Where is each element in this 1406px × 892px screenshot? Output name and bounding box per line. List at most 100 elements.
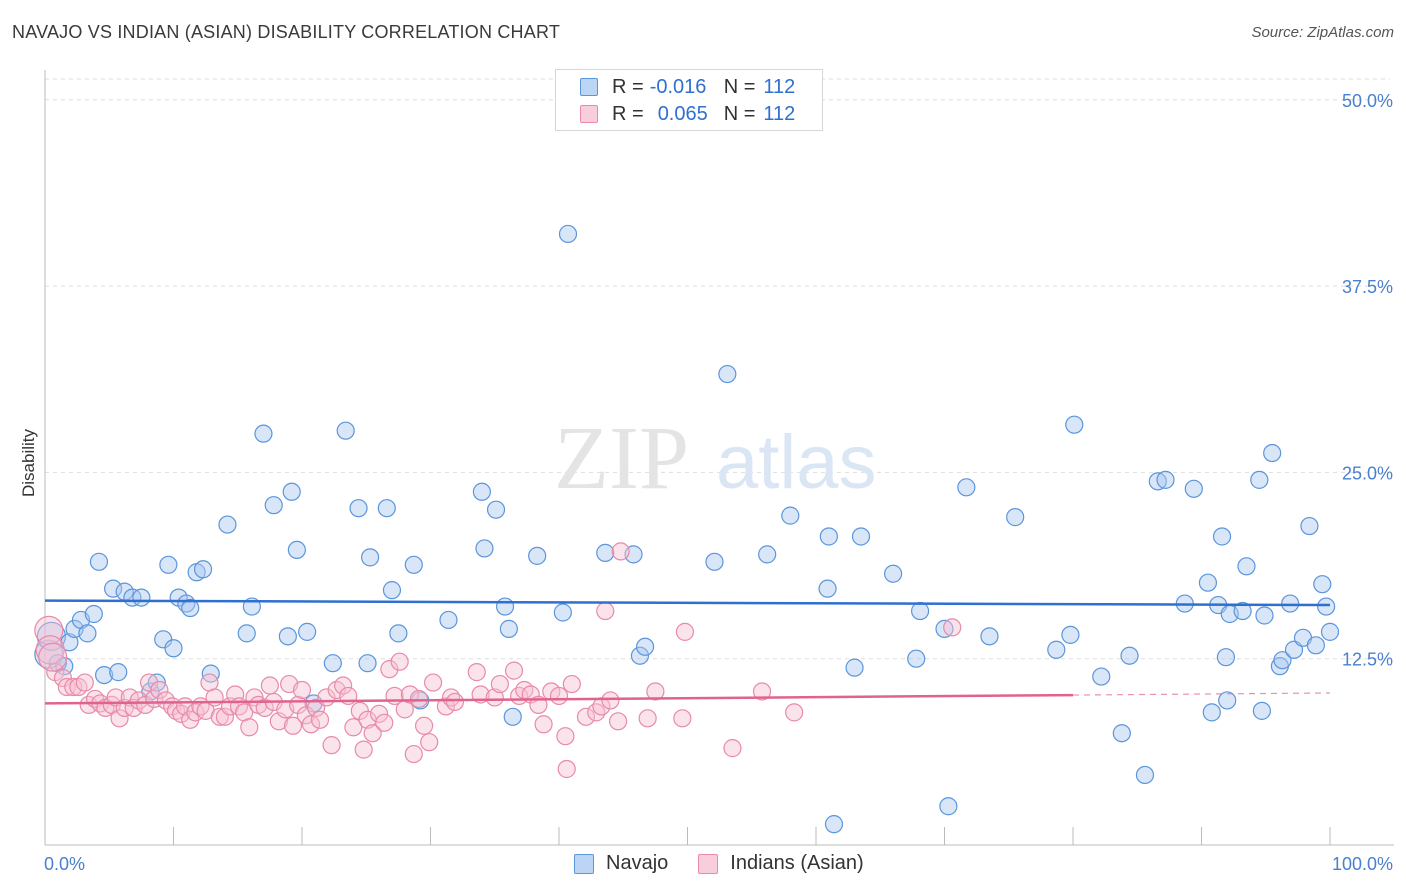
navajo-point bbox=[475, 539, 494, 558]
legend-n-label: N = bbox=[723, 102, 756, 125]
watermark-zip: ZIP bbox=[554, 409, 689, 508]
indian-point bbox=[215, 707, 234, 726]
indian-point bbox=[344, 718, 363, 737]
indian-point bbox=[534, 715, 553, 734]
navajo-point bbox=[361, 548, 380, 567]
indian-point bbox=[400, 685, 420, 704]
navajo-point bbox=[486, 500, 506, 519]
series-legend: Navajo Indians (Asian) bbox=[574, 852, 894, 875]
navajo-point bbox=[495, 597, 515, 616]
indian-point bbox=[609, 712, 628, 731]
navajo-point bbox=[193, 560, 213, 579]
indian-point bbox=[504, 661, 524, 680]
navajo-point bbox=[1218, 691, 1237, 710]
navajo-point bbox=[1300, 516, 1319, 536]
indian-point bbox=[943, 618, 962, 637]
indian-point bbox=[136, 695, 155, 715]
legend-label-indian: Indians (Asian) bbox=[730, 852, 864, 874]
navajo-point bbox=[1237, 557, 1256, 576]
indian-point bbox=[283, 716, 303, 735]
navajo-point bbox=[1065, 415, 1084, 434]
chart-source: Source: ZipAtlas.com bbox=[1251, 24, 1394, 41]
legend-item-indian[interactable]: Indians (Asian) bbox=[698, 852, 864, 875]
indian-point bbox=[785, 703, 804, 722]
navajo-point bbox=[1255, 606, 1274, 625]
navajo-point bbox=[1216, 648, 1236, 667]
navajo-point bbox=[630, 646, 650, 665]
navajo-point bbox=[558, 224, 578, 244]
indian-point bbox=[601, 691, 620, 710]
navajo-point bbox=[1233, 601, 1252, 621]
navajo-point bbox=[939, 797, 958, 816]
indian-point bbox=[404, 744, 423, 764]
navajo-point bbox=[298, 622, 317, 641]
indian-swatch-icon bbox=[580, 105, 598, 123]
navajo-point bbox=[389, 624, 408, 643]
indian-point bbox=[334, 676, 353, 695]
indian-point bbox=[301, 715, 321, 734]
navajo-point bbox=[472, 482, 491, 501]
navajo-point bbox=[1212, 527, 1232, 546]
navajo-point bbox=[181, 598, 200, 618]
indian-point bbox=[354, 740, 373, 759]
indian-point bbox=[240, 718, 259, 737]
navajo-point bbox=[278, 627, 297, 646]
y-tick-label: 25.0% bbox=[1342, 463, 1393, 483]
navajo-point bbox=[377, 499, 396, 518]
navajo-point bbox=[1135, 765, 1155, 785]
indian-point bbox=[414, 716, 434, 735]
indian-point bbox=[390, 652, 409, 671]
navajo-point bbox=[164, 639, 183, 658]
indian-point bbox=[423, 673, 443, 692]
navajo-point bbox=[718, 364, 737, 384]
navajo-point bbox=[323, 654, 342, 673]
navajo-point bbox=[596, 543, 615, 562]
navajo-point bbox=[287, 540, 306, 560]
x-tick-label-max: 100.0% bbox=[1332, 854, 1393, 874]
navajo-point bbox=[1252, 701, 1271, 720]
navajo-point bbox=[282, 482, 301, 501]
navajo-point bbox=[1120, 646, 1139, 665]
navajo-point bbox=[358, 654, 377, 673]
indian-point bbox=[562, 674, 581, 694]
trend-line-extension bbox=[1072, 692, 1331, 696]
navajo-point bbox=[528, 546, 547, 565]
legend-label-navajo: Navajo bbox=[606, 852, 669, 874]
navajo-point bbox=[907, 649, 926, 668]
navajo-point bbox=[1006, 508, 1025, 527]
indian-point bbox=[205, 688, 224, 707]
indian-point bbox=[380, 660, 399, 679]
navajo-point bbox=[237, 624, 256, 643]
navajo-point bbox=[1317, 597, 1336, 616]
y-axis-label: Disability bbox=[19, 428, 38, 497]
navajo-point bbox=[1047, 640, 1066, 659]
navajo-point bbox=[883, 564, 903, 583]
indian-point bbox=[110, 709, 129, 728]
navajo-point bbox=[824, 815, 844, 834]
chart-title: NAVAJO VS INDIAN (ASIAN) DISABILITY CORR… bbox=[12, 22, 561, 42]
navajo-point bbox=[1156, 470, 1175, 489]
navajo-point bbox=[851, 527, 871, 546]
navajo-point bbox=[1198, 573, 1218, 592]
axis-layer: 12.5% 25.0% 37.5% 50.0% 0.0% 100.0% bbox=[44, 70, 1394, 874]
navajo-point bbox=[1313, 575, 1332, 594]
navajo-point bbox=[264, 496, 283, 515]
indian-point bbox=[375, 713, 394, 732]
legend-item-navajo[interactable]: Navajo bbox=[574, 852, 668, 875]
navajo-point bbox=[635, 637, 655, 656]
indian-point bbox=[638, 709, 657, 728]
navajo-point bbox=[218, 515, 237, 534]
navajo-point bbox=[1273, 651, 1292, 670]
indian-swatch-icon bbox=[698, 853, 719, 874]
indian-point bbox=[587, 703, 606, 722]
legend-n-value: 112 bbox=[763, 102, 796, 125]
navajo-point bbox=[78, 624, 97, 643]
navajo-point bbox=[1263, 443, 1282, 463]
indian-point bbox=[296, 706, 315, 725]
indian-point bbox=[557, 759, 576, 779]
indian-point bbox=[675, 622, 695, 641]
navajo-point bbox=[349, 499, 368, 518]
navajo-point bbox=[781, 506, 800, 525]
navajo-point bbox=[1202, 703, 1221, 722]
legend-r-label: R = bbox=[612, 102, 644, 125]
